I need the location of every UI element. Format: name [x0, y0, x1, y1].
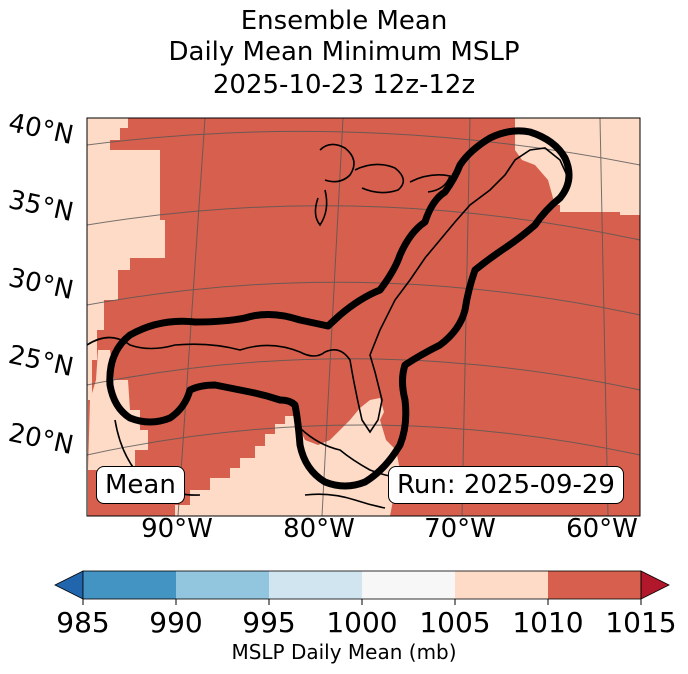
colorbar-bin-1005-1010: [455, 571, 548, 599]
graticule: [86, 117, 641, 517]
pressure-field-1005-southwest: [87, 150, 165, 516]
colorbar-bin-1010-1015: [548, 571, 641, 599]
title-line-2: Daily Mean Minimum MSLP: [168, 37, 520, 67]
lon-label-90: 90°W: [141, 514, 213, 544]
map-panel: [86, 117, 641, 517]
colorbar-label: MSLP Daily Mean (mb): [231, 640, 457, 664]
title-line-3: 2025-10-23 12z-12z: [212, 70, 476, 100]
colorbar-tick-995: 995: [242, 606, 296, 639]
colorbar-extend-high: [640, 570, 670, 600]
colorbar-bin-985-990: [83, 571, 176, 599]
colorbar-tick-1000: 1000: [326, 606, 398, 639]
lon-label-60: 60°W: [566, 514, 638, 544]
colorbar: [54, 570, 670, 605]
mean-label: Mean: [96, 466, 185, 504]
map-frame: [86, 117, 641, 517]
title-line-1: Ensemble Mean: [240, 6, 448, 36]
lon-label-80: 80°W: [283, 514, 355, 544]
colorbar-tick-990: 990: [149, 606, 203, 639]
colorbar-tick-1015: 1015: [605, 606, 677, 639]
colorbar-bin-990-995: [176, 571, 269, 599]
colorbar-bin-1000-1005: [362, 571, 455, 599]
lon-label-70: 70°W: [424, 514, 496, 544]
pressure-field-1005-west: [87, 118, 128, 160]
run-label: Run: 2025-09-29: [388, 466, 624, 504]
colorbar-extend-low: [54, 570, 84, 600]
colorbar-tick-1010: 1010: [512, 606, 584, 639]
mslp-contour: [106, 127, 573, 490]
colorbar-tick-985: 985: [56, 606, 110, 639]
colorbar-bin-995-1000: [269, 571, 362, 599]
colorbar-tick-1005: 1005: [419, 606, 491, 639]
